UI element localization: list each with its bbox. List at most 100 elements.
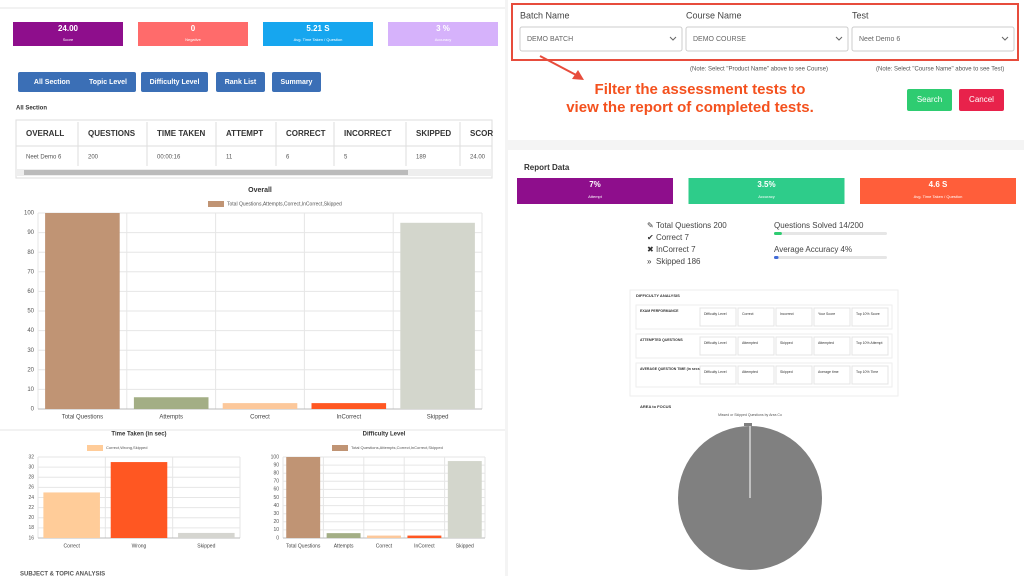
analysis-cell — [851, 365, 889, 385]
tab-button[interactable] — [80, 72, 136, 92]
analysis-cell-label: Attempted — [742, 341, 758, 345]
bar — [400, 222, 475, 409]
y-tick-label: 70 — [273, 479, 279, 485]
tab-button[interactable] — [141, 72, 208, 92]
y-tick-label: 20 — [273, 519, 279, 525]
x-tick-label: Correct — [376, 543, 393, 549]
tab-label: Topic Level — [89, 79, 127, 86]
section-title: All Section — [16, 106, 47, 112]
table-cell: 189 — [416, 155, 427, 161]
table-cell: 24.00 — [470, 155, 486, 161]
select-chevron — [1001, 36, 1009, 41]
analysis-cell-label: Your Score — [818, 312, 835, 316]
analysis-cell — [851, 336, 889, 356]
analysis-cell — [775, 365, 813, 385]
progress-label: Average Accuracy 4% — [774, 245, 852, 254]
select-chevron — [835, 36, 843, 41]
stat-label: Avg. Time Taken / Question — [294, 37, 343, 42]
analysis-cell-label: Attempted — [818, 341, 834, 345]
select-chevron — [669, 36, 677, 41]
bar — [447, 461, 482, 538]
tab-button[interactable] — [18, 72, 86, 92]
table-cell: Neet Demo 6 — [26, 155, 62, 161]
analysis-row-label: EXAM PERFORMANCE — [640, 309, 679, 313]
tab-label: Rank List — [225, 79, 257, 86]
y-tick-label: 80 — [273, 471, 279, 477]
stat-card — [263, 22, 373, 46]
y-tick-label: 20 — [28, 515, 34, 521]
analysis-cell-label: Average time — [818, 370, 839, 374]
analysis-row-label: AVERAGE QUESTION TIME (in secs) — [640, 367, 701, 371]
summary-item: InCorrect 7 — [656, 245, 696, 254]
legend-swatch — [332, 445, 348, 451]
button[interactable] — [907, 89, 952, 111]
select-box[interactable] — [685, 26, 849, 52]
tab-label: Difficulty Level — [150, 79, 200, 86]
table-header: TIME TAKEN — [157, 129, 206, 138]
x-tick-label: Skipped — [427, 415, 449, 421]
bar — [326, 533, 361, 538]
analysis-cell-label: Top 10% Attempt — [856, 341, 882, 345]
legend-swatch — [208, 201, 224, 207]
select-box[interactable] — [519, 26, 683, 52]
tab-button[interactable] — [272, 72, 321, 92]
analysis-cell-label: Skipped — [780, 370, 793, 374]
stat-card — [138, 22, 248, 46]
scrollbar-thumb[interactable] — [24, 170, 408, 175]
y-tick-label: 70 — [27, 269, 34, 275]
table-header: QUESTIONS — [88, 129, 136, 138]
bar — [286, 457, 321, 538]
summary-icon: ✔ — [647, 233, 654, 242]
legend-label: Correct,Wrong,Skipped — [106, 445, 148, 450]
chart-title: Difficulty Level — [363, 432, 406, 438]
report-card — [860, 178, 1016, 204]
x-tick-label: Correct — [63, 543, 80, 549]
legend-swatch — [87, 445, 103, 451]
y-tick-label: 18 — [28, 525, 34, 531]
x-tick-label: InCorrect — [414, 543, 435, 549]
report-card — [688, 178, 845, 204]
x-tick-label: InCorrect — [336, 415, 361, 421]
select-box[interactable] — [851, 26, 1015, 52]
y-tick-label: 90 — [273, 462, 279, 468]
analysis-cell-label: Top 10% Score — [856, 312, 880, 316]
select-value: Neet Demo 6 — [859, 36, 900, 43]
y-tick-label: 0 — [31, 407, 35, 413]
y-tick-label: 50 — [27, 309, 34, 315]
progress-fill — [774, 256, 779, 259]
legend-label: Total Questions,Attempts,Correct,InCorre… — [227, 201, 342, 207]
field-label: Course Name — [686, 10, 742, 20]
table-box — [15, 119, 493, 179]
legend-label: Total Questions,Attempts,Correct,InCorre… — [351, 445, 443, 450]
analysis-cell-label: Difficulty Level — [704, 341, 727, 345]
annotation-arrowhead — [572, 70, 584, 80]
analysis-cell — [775, 336, 813, 356]
analysis-cell — [737, 336, 775, 356]
analysis-cell-label: Attempted — [742, 370, 758, 374]
report-title: Report Data — [524, 163, 570, 172]
button-label: Cancel — [969, 95, 994, 104]
report-card — [517, 178, 673, 204]
analysis-cell — [699, 365, 737, 385]
analysis-cell-label: Difficulty Level — [704, 370, 727, 374]
y-tick-label: 10 — [27, 387, 34, 393]
stat-value: 3 % — [436, 24, 450, 33]
y-tick-label: 28 — [28, 475, 34, 481]
x-tick-label: Attempts — [334, 543, 354, 549]
stat-card — [13, 22, 123, 46]
stat-card — [388, 22, 498, 46]
card-value: 7% — [589, 180, 601, 189]
analysis-cell — [699, 336, 737, 356]
select-value: DEMO COURSE — [693, 36, 746, 43]
analysis-row-label: ATTEMPTED QUESTIONS — [640, 338, 683, 342]
tab-button[interactable] — [216, 72, 265, 92]
chart-title: Overall — [248, 187, 272, 194]
y-tick-label: 40 — [273, 503, 279, 509]
chart-title: Missed or Skipped Questions by Area Co — [718, 413, 782, 417]
button[interactable] — [959, 89, 1004, 111]
analysis-cell-label: Incorrect — [780, 312, 794, 316]
summary-icon: » — [647, 257, 652, 266]
table-cell: 6 — [286, 155, 290, 161]
x-tick-label: Skipped — [197, 543, 215, 549]
